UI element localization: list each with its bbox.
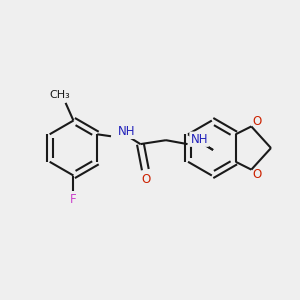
Text: O: O [253, 115, 262, 128]
Text: F: F [70, 193, 77, 206]
Text: CH₃: CH₃ [49, 90, 70, 100]
Text: O: O [253, 168, 262, 181]
Text: O: O [142, 173, 151, 186]
Text: NH: NH [190, 133, 208, 146]
Text: NH: NH [118, 125, 135, 138]
